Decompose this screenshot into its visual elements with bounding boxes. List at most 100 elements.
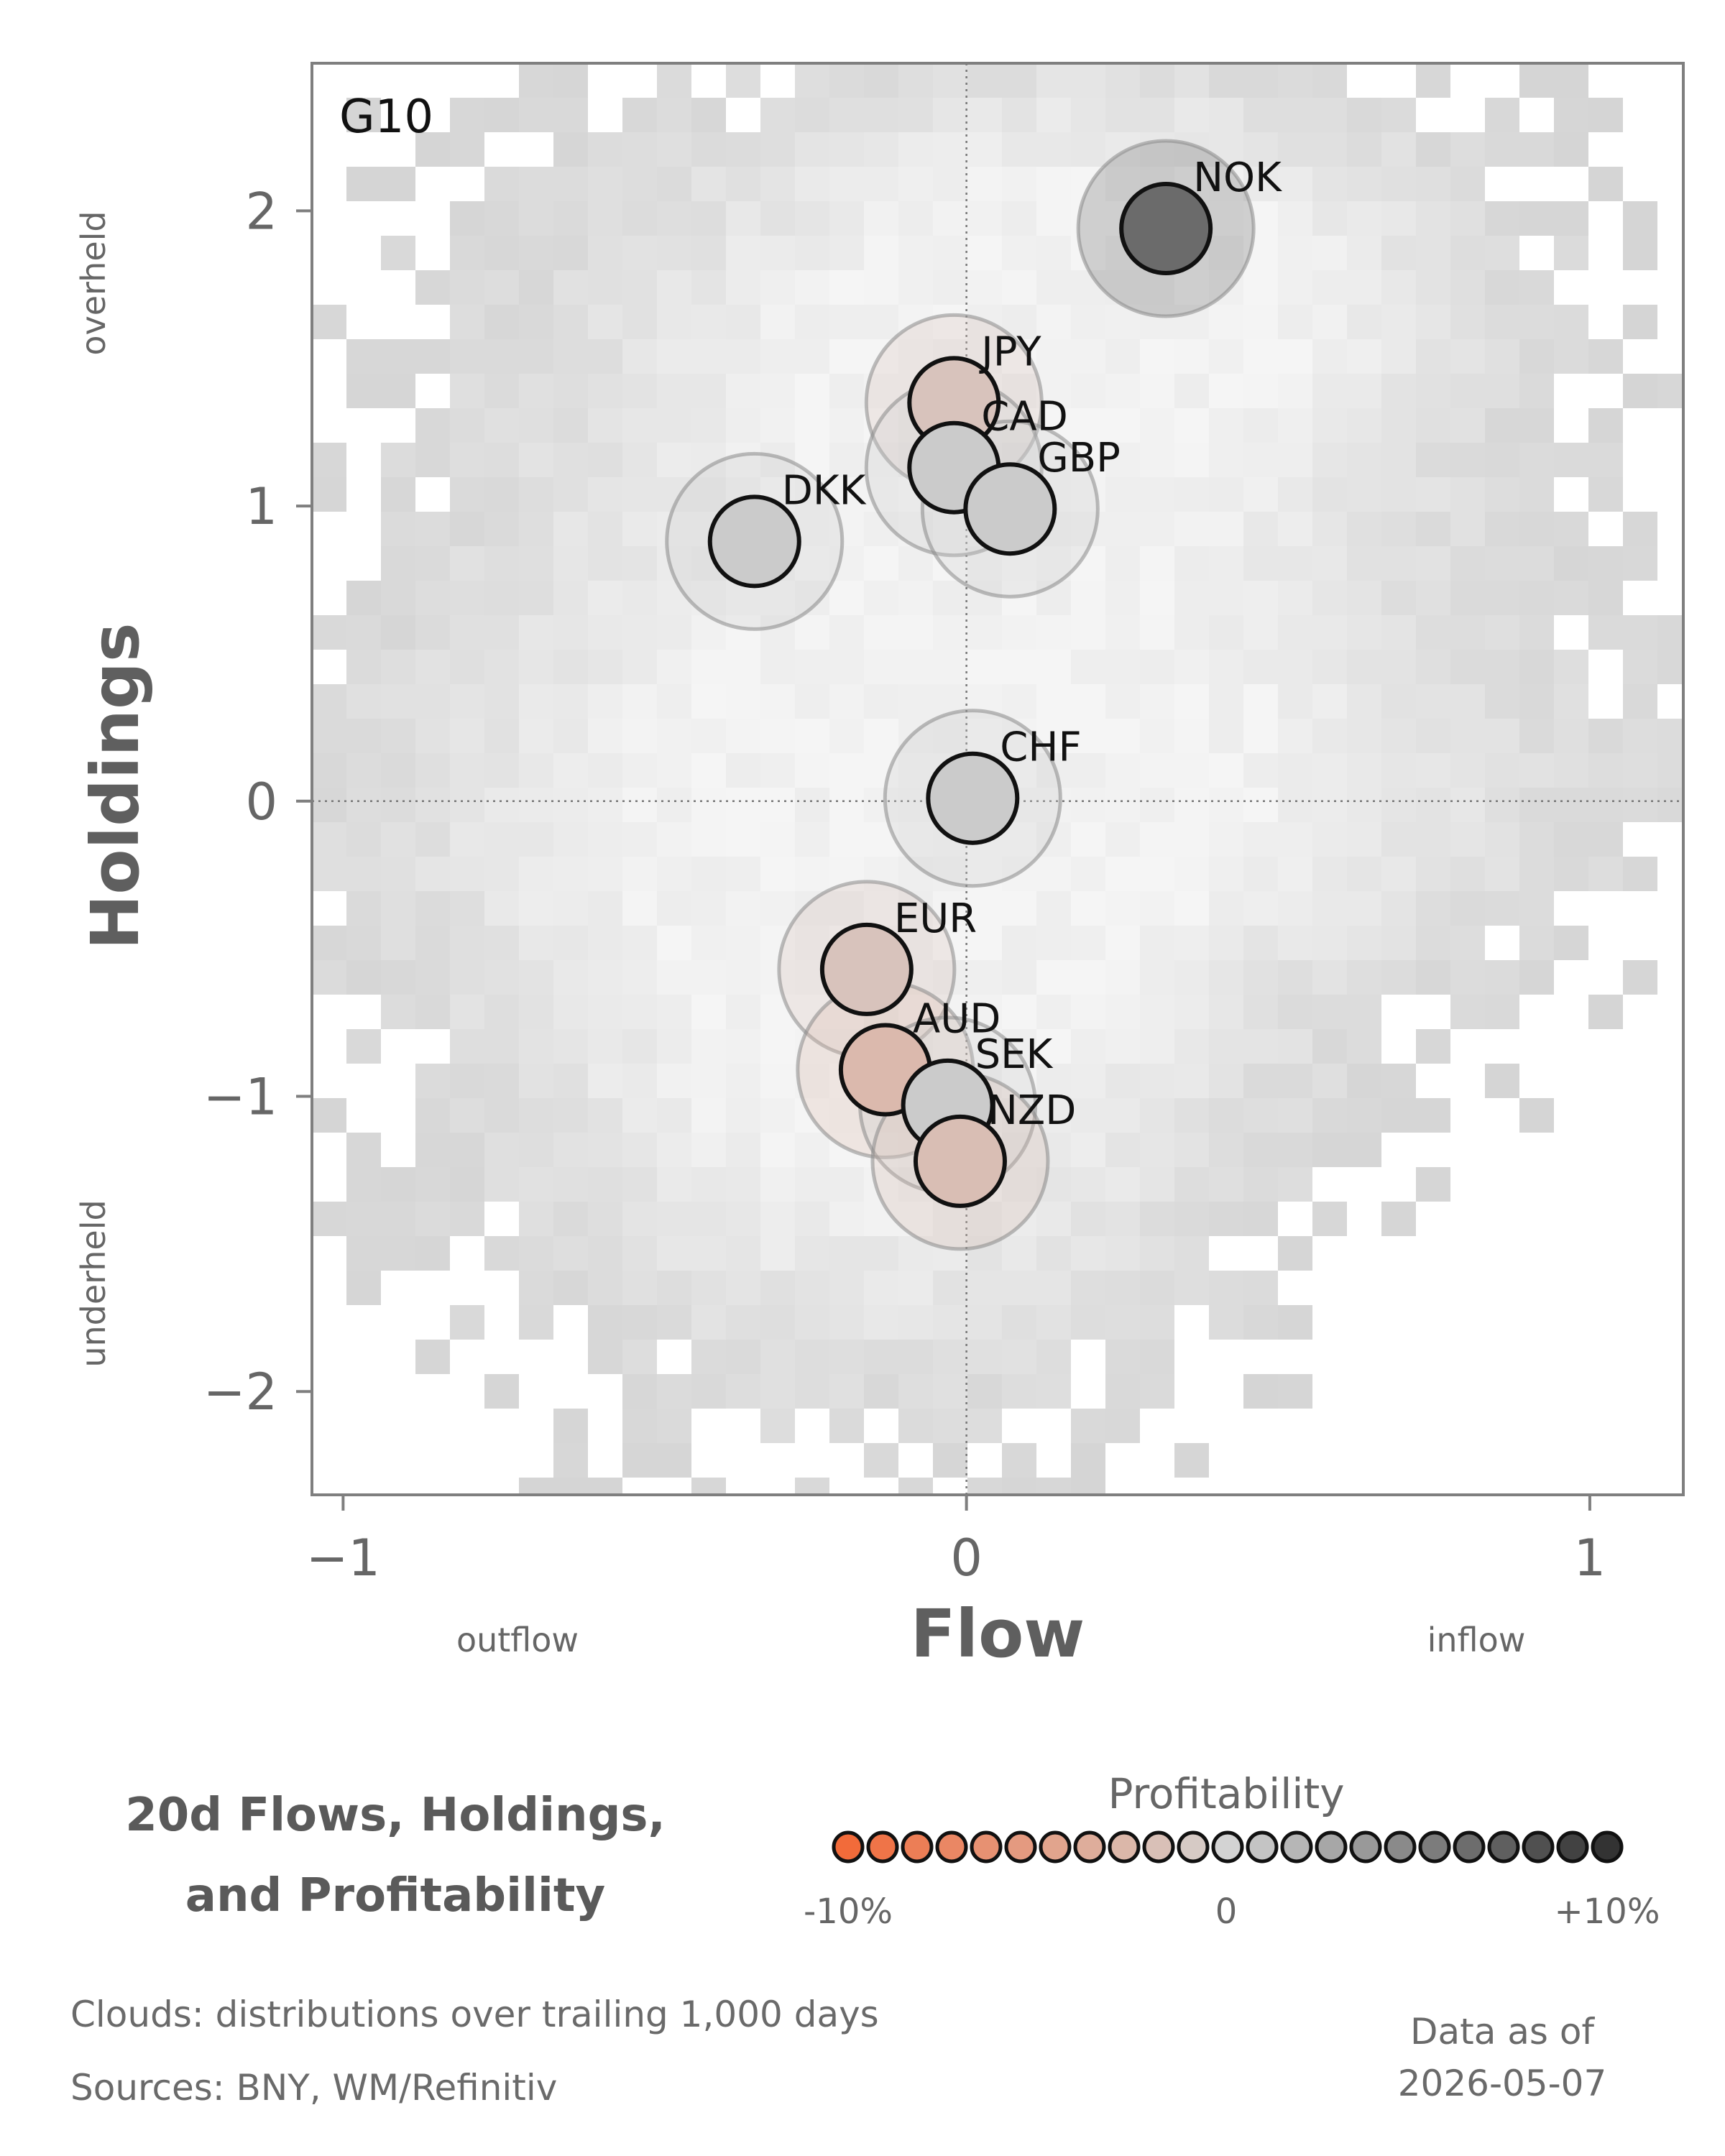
density-cell	[1105, 1029, 1140, 1064]
density-cell	[484, 201, 519, 236]
legend-swatch	[1108, 1830, 1141, 1864]
density-cell	[381, 857, 415, 891]
y-tick-label: 0	[245, 773, 277, 831]
density-cell	[622, 1374, 657, 1409]
density-cell	[898, 753, 933, 788]
density-cell	[933, 98, 967, 132]
density-cell	[795, 1374, 829, 1409]
density-cell	[1416, 857, 1450, 891]
legend-swatch	[1177, 1830, 1210, 1864]
density-cell	[1278, 1305, 1312, 1340]
density-cell	[898, 1409, 933, 1443]
density-cell	[553, 63, 588, 98]
density-cell	[1588, 822, 1623, 857]
density-cell	[1278, 512, 1312, 546]
density-cell	[553, 926, 588, 960]
density-cell	[1485, 615, 1519, 650]
plot-frame	[310, 62, 1685, 1496]
density-cell	[864, 1305, 898, 1340]
density-cell	[1312, 857, 1347, 891]
density-cell	[1554, 753, 1588, 788]
density-cell	[898, 236, 933, 270]
density-cell	[588, 1064, 622, 1098]
density-cell	[484, 1236, 519, 1271]
density-cell	[1450, 719, 1485, 753]
density-cell	[1450, 995, 1485, 1029]
density-cell	[1174, 995, 1209, 1029]
legend-swatch	[1349, 1830, 1382, 1864]
density-cell	[1450, 891, 1485, 926]
legend-swatch	[866, 1830, 899, 1864]
density-cell	[1036, 132, 1071, 167]
density-cell	[450, 615, 484, 650]
density-cell	[1036, 1236, 1071, 1271]
density-cell	[1243, 581, 1278, 615]
label-dkk: DKK	[782, 467, 867, 514]
density-cell	[1416, 1029, 1450, 1064]
density-cell	[519, 822, 553, 857]
density-cell	[1416, 477, 1450, 512]
density-cell	[1174, 581, 1209, 615]
density-cell	[657, 1443, 691, 1478]
density-cell	[381, 719, 415, 753]
density-cell	[1588, 98, 1623, 132]
density-cell	[519, 650, 553, 684]
density-cell	[1657, 788, 1683, 822]
density-cell	[1381, 374, 1416, 408]
density-cell	[1140, 512, 1174, 546]
density-cell	[1174, 477, 1209, 512]
density-cell	[588, 305, 622, 339]
density-cell	[967, 891, 1002, 926]
density-cell	[1174, 374, 1209, 408]
density-cell	[967, 581, 1002, 615]
density-cell	[450, 546, 484, 581]
density-cell	[691, 1064, 726, 1098]
density-cell	[415, 1340, 450, 1374]
density-cell	[1140, 63, 1174, 98]
y-axis-title: Holdings	[77, 622, 154, 949]
density-cell	[726, 1098, 760, 1133]
density-cell	[519, 1271, 553, 1305]
density-cell	[1174, 719, 1209, 753]
density-cell	[691, 1340, 726, 1374]
density-cell	[657, 1029, 691, 1064]
density-cell	[450, 1202, 484, 1236]
density-cell	[1312, 960, 1347, 995]
density-cell	[967, 1409, 1002, 1443]
density-cell	[795, 546, 829, 581]
density-cell	[1209, 167, 1243, 201]
density-cell	[898, 270, 933, 305]
density-cell	[864, 546, 898, 581]
density-cell	[1312, 1202, 1347, 1236]
density-cell	[450, 753, 484, 788]
density-cell	[1450, 477, 1485, 512]
density-cell	[795, 857, 829, 891]
density-cell	[760, 1374, 795, 1409]
density-cell	[588, 891, 622, 926]
density-cell	[829, 1340, 864, 1374]
density-cell	[933, 719, 967, 753]
density-cell	[1416, 1098, 1450, 1133]
density-cell	[1105, 1271, 1140, 1305]
density-cell	[1519, 512, 1554, 546]
density-cell	[726, 1236, 760, 1271]
density-cell	[553, 1202, 588, 1236]
density-cell	[415, 132, 450, 167]
label-aud: AUD	[913, 996, 1000, 1043]
legend-swatch	[1142, 1830, 1175, 1864]
density-cell	[864, 1271, 898, 1305]
density-cell	[1140, 132, 1174, 167]
density-cell	[1002, 1098, 1036, 1133]
density-cell	[933, 236, 967, 270]
density-cell	[1450, 270, 1485, 305]
density-cell	[657, 1098, 691, 1133]
density-cell	[1071, 132, 1105, 167]
density-cell	[1140, 546, 1174, 581]
density-cell	[726, 753, 760, 788]
density-cell	[415, 408, 450, 443]
density-cell	[1243, 408, 1278, 443]
density-cell	[1174, 270, 1209, 305]
density-cell	[1554, 788, 1588, 822]
legend-swatch	[1315, 1830, 1348, 1864]
